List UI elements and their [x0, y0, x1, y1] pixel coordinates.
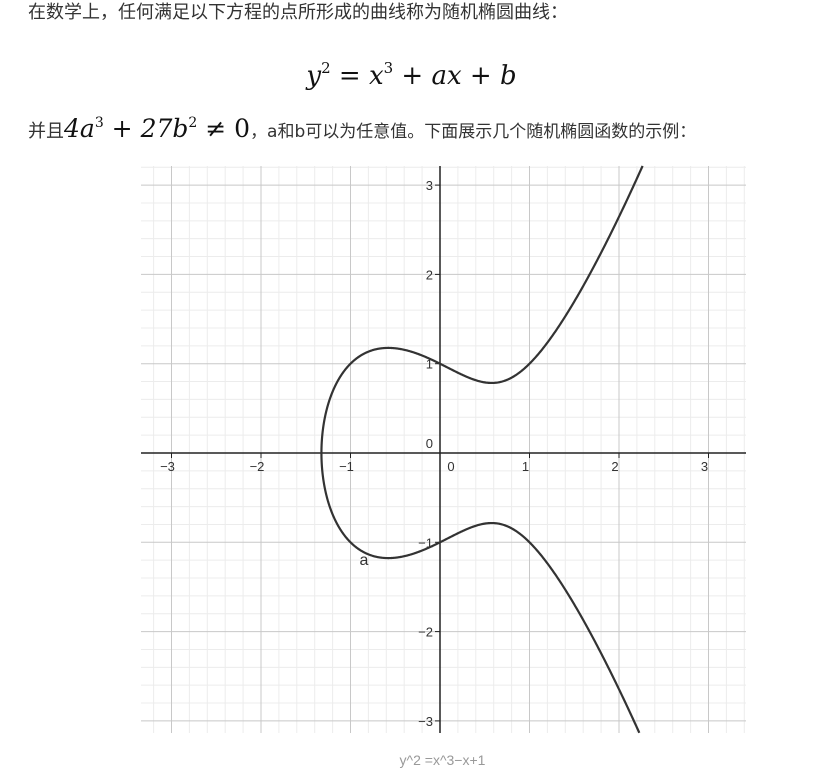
eq-term2: ax [431, 61, 462, 91]
y-tick-label: 0 [426, 436, 433, 451]
x-tick-label: 1 [522, 459, 529, 474]
eq-term1-var: x [368, 61, 384, 91]
y-tick-label: 1 [426, 357, 433, 372]
y-tick-label: −3 [418, 714, 433, 729]
eq-equals: = [330, 61, 369, 91]
plot-area [141, 166, 746, 733]
condition-prefix: 并且 [28, 121, 64, 142]
eq-lhs-exp: 2 [321, 59, 331, 77]
x-tick-label: 3 [701, 459, 708, 474]
axes [141, 166, 746, 733]
curve-a [320, 165, 644, 734]
grid-minor [141, 166, 746, 733]
y-tick-label: 3 [426, 178, 433, 193]
grid-major [141, 166, 746, 733]
condition-suffix: ，a和b可以为任意值。下面展示几个随机椭圆函数的示例： [250, 122, 697, 142]
x-tick-label: 2 [611, 459, 618, 474]
cond-e1: 3 [94, 115, 104, 131]
eq-lhs-var: y [306, 61, 322, 91]
cond-e2: 2 [188, 115, 198, 131]
condition-math: 4a3 + 27b2 ≠ 0 [64, 114, 250, 143]
intro-text: 在数学上，任何满足以下方程的点所形成的曲线称为随机椭圆曲线： [28, 2, 568, 23]
annotations: a [359, 552, 368, 569]
x-tick-label: −1 [339, 459, 354, 474]
x-tick-label: −3 [160, 459, 175, 474]
eq-op2: + [461, 61, 500, 91]
x-tick-label: 0 [447, 459, 454, 474]
cond-op: + 27b [103, 114, 189, 143]
x-tick-label: −2 [250, 459, 265, 474]
curve-label: a [359, 552, 368, 569]
figure-caption: y^2 =x^3−x+1 [399, 752, 486, 768]
intro-paragraph: 在数学上，任何满足以下方程的点所形成的曲线称为随机椭圆曲线： [28, 0, 568, 26]
equation-display: y2 = x3 + ax + b [0, 50, 823, 94]
cond-rel: ≠ 0 [197, 114, 251, 143]
eq-op1: + [393, 61, 432, 91]
eq-term1-exp: 3 [383, 59, 394, 77]
cond-c1: 4a [64, 114, 95, 143]
curves [320, 165, 644, 734]
condition-paragraph: 并且4a3 + 27b2 ≠ 0，a和b可以为任意值。下面展示几个随机椭圆函数的… [28, 106, 696, 149]
y-tick-label: 2 [426, 267, 433, 282]
eq-term3: b [499, 61, 517, 91]
y-tick-label: −2 [418, 625, 433, 640]
